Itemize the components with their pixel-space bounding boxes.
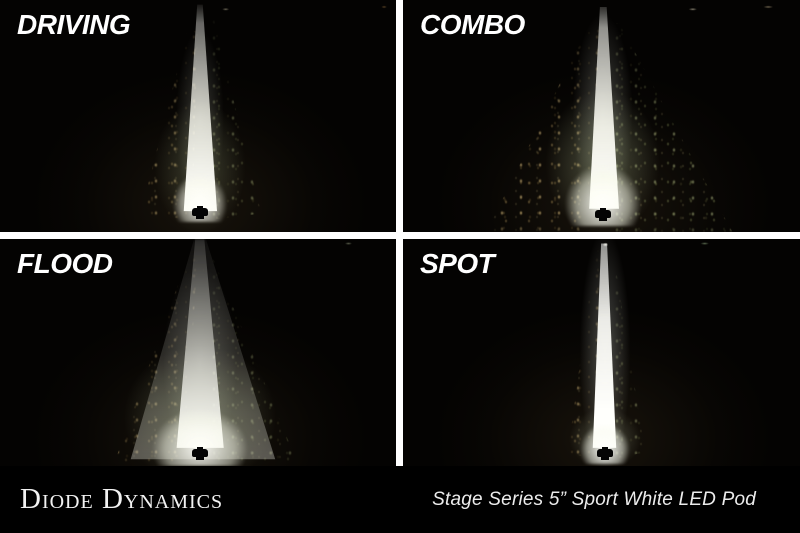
panel-label-combo: COMBO	[420, 9, 525, 40]
panel-label-driving: DRIVING	[17, 9, 131, 40]
panel-label-spot: SPOT	[420, 248, 495, 279]
footer-bar: Diode Dynamics Stage Series 5” Sport Whi…	[0, 466, 800, 533]
led-pod-silhouette	[191, 206, 208, 219]
panel-label-flood: FLOOD	[17, 248, 113, 279]
panel-spot: SPOT	[403, 239, 800, 466]
panel-flood: FLOOD	[0, 239, 396, 466]
photo-grid: DRIVING COMBO FLOOD	[0, 0, 800, 466]
led-pod-silhouette	[595, 208, 612, 221]
led-pod-silhouette	[597, 447, 614, 460]
panel-combo: COMBO	[403, 0, 800, 232]
brand-wordmark: Diode Dynamics	[20, 483, 224, 515]
led-pod-silhouette	[191, 447, 208, 460]
panel-driving: DRIVING	[0, 0, 396, 232]
product-caption: Stage Series 5” Sport White LED Pod	[432, 488, 756, 510]
